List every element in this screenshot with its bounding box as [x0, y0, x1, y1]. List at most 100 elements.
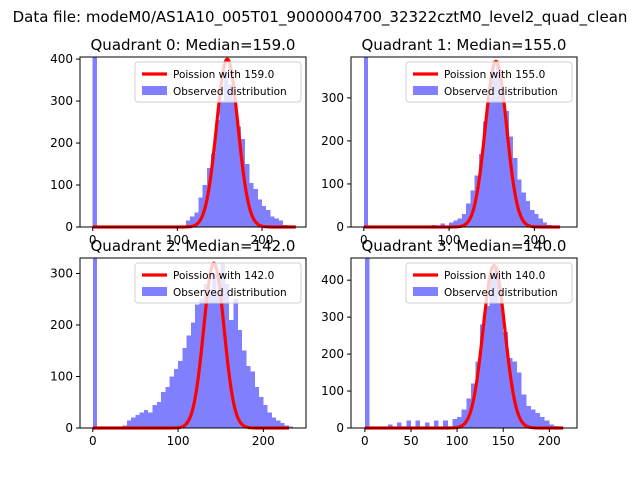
histogram-bar [530, 209, 535, 227]
histogram-bar [131, 417, 136, 428]
y-tick-label: 100 [50, 178, 73, 192]
histogram-bar [480, 324, 485, 428]
histogram-bar [126, 420, 132, 428]
x-tick-label: 100 [438, 233, 461, 247]
legend-label-observed: Observed distribution [444, 287, 558, 299]
histogram-bar [498, 302, 504, 428]
y-tick-label: 300 [50, 266, 73, 280]
subplot-title: Quadrant 3: Median=140.0 [362, 237, 567, 255]
legend-label-observed: Observed distribution [444, 86, 558, 98]
histogram-bar [276, 420, 281, 428]
histogram-bar [250, 371, 255, 428]
histogram-bar [198, 197, 203, 227]
histogram-bar [288, 426, 294, 428]
histogram-bar [190, 322, 196, 428]
histogram-bar [135, 415, 140, 428]
histogram-bar [206, 168, 212, 227]
histogram-bar [483, 121, 488, 227]
x-tick-label: 100 [166, 233, 189, 247]
histogram-bar [211, 153, 216, 227]
histogram-bar [489, 272, 494, 428]
legend-label-observed: Observed distribution [173, 86, 287, 98]
histogram-bar [530, 409, 536, 428]
quadrant-2-plot: 0 100 200 0 100 200 300 Quadrant 2: Median=142.… [50, 237, 307, 448]
y-tick-label: 100 [321, 384, 344, 398]
legend-bar-swatch [413, 86, 438, 95]
y-tick-label: 400 [50, 52, 73, 66]
axes-frame [79, 257, 307, 429]
quadrant-1-plot: 0 100 200 0 100 200 300 Quadrant 1: Median=155.… [321, 36, 578, 247]
legend-box [134, 61, 302, 103]
histogram-bar [549, 424, 554, 428]
histogram-bar [544, 420, 550, 428]
histogram-bar [504, 110, 509, 227]
histogram-bar [216, 294, 221, 428]
y-tick-label: 300 [321, 91, 344, 105]
histogram-bar [387, 424, 393, 428]
histogram-bar [538, 218, 543, 227]
quadrant-0-plot: 0 100 200 0 100 200 300 400 Quadrant 0: Median=1… [50, 36, 307, 247]
y-tick-label: 0 [336, 421, 344, 435]
histogram-bar [507, 357, 513, 428]
histogram-bar [434, 420, 439, 428]
histogram-bar [263, 404, 268, 428]
x-tick-label: 0 [89, 233, 97, 247]
histogram-bar [253, 189, 258, 227]
y-tick-label: 200 [321, 134, 344, 148]
legend-bar-swatch [413, 287, 438, 296]
histogram-bar [493, 269, 499, 428]
histogram-bar [240, 138, 246, 227]
histogram-bar [152, 404, 157, 428]
histogram-bar [207, 288, 213, 428]
histogram-bar [212, 273, 217, 428]
histogram-bar [185, 220, 191, 227]
histogram-bar [487, 97, 492, 227]
x-tick-label: 50 [403, 434, 418, 448]
histogram-bar [535, 413, 541, 428]
histogram-bar [186, 335, 191, 428]
y-tick-label: 0 [336, 220, 344, 234]
histogram-bar [443, 420, 448, 428]
y-tick-label: 300 [50, 94, 73, 108]
histogram-bar [363, 57, 369, 227]
histogram-bar [254, 386, 260, 428]
x-tick-label: 200 [252, 434, 275, 448]
y-tick-label: 200 [50, 318, 73, 332]
subplot-title: Quadrant 1: Median=155.0 [362, 36, 567, 54]
histogram-bar [165, 386, 170, 428]
histogram-bar [278, 220, 284, 227]
histogram-bar [503, 331, 508, 428]
histogram-bar [190, 216, 195, 227]
histogram-bar [229, 319, 234, 428]
histogram-bar [182, 348, 187, 428]
histogram-bar [466, 203, 471, 227]
histogram-bar [237, 330, 243, 428]
subplot-title: Quadrant 2: Median=142.0 [91, 237, 296, 255]
histogram-bar [542, 222, 548, 227]
y-tick-label: 0 [65, 421, 73, 435]
histogram-bar [270, 216, 275, 227]
x-tick-label: 0 [360, 233, 368, 247]
histogram-bar [415, 420, 421, 428]
histogram-bar [223, 71, 229, 227]
histogram-bar [233, 299, 238, 428]
histogram-bar [242, 350, 247, 428]
histogram-bar [267, 412, 272, 428]
quadrant-3-plot: 0 50 100 150 200 0 100 200 300 400 Quadrant 3: Med… [321, 237, 578, 448]
histogram-bar [525, 201, 531, 227]
histogram-bar [521, 394, 527, 428]
histogram-bar [517, 372, 522, 428]
axes-frame [350, 56, 578, 228]
y-tick-label: 200 [321, 347, 344, 361]
histogram-bar [228, 84, 233, 227]
histogram-bar [540, 416, 545, 428]
histogram-bar [236, 126, 241, 227]
legend-label-fit: Poission with 142.0 [173, 270, 274, 282]
y-tick-label: 300 [321, 310, 344, 324]
histogram-bar [440, 223, 445, 227]
histogram-bar [364, 258, 370, 428]
legend-box [134, 262, 302, 304]
histogram-bar [457, 218, 462, 227]
histogram-bar [92, 258, 98, 428]
histogram-bar [461, 214, 467, 227]
